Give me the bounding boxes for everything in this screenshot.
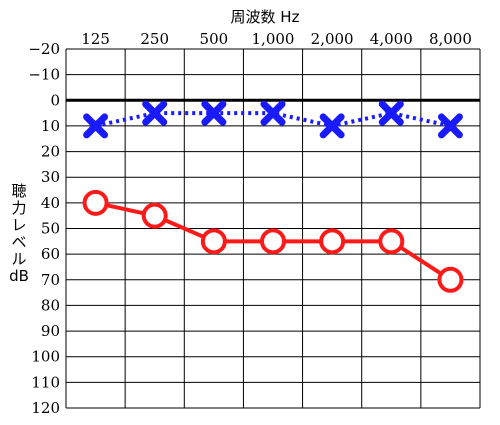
y-tick-label: 0 bbox=[50, 91, 60, 109]
y-axis-title-char: 聴 bbox=[11, 182, 26, 200]
y-tick-label: 40 bbox=[41, 194, 60, 212]
x-tick-label: 4,000 bbox=[370, 30, 413, 48]
x-marker bbox=[201, 100, 227, 126]
y-tick-label: 10 bbox=[41, 117, 60, 135]
o-marker bbox=[260, 228, 286, 255]
x-marker bbox=[319, 113, 345, 139]
y-axis-title-char: ベ bbox=[11, 233, 26, 251]
x-marker-stroke bbox=[201, 100, 227, 126]
x-marker-stroke bbox=[83, 113, 109, 139]
y-tick-label: 20 bbox=[41, 143, 60, 161]
y-tick-labels: −20 −10 0 10 20 30 40 50 60 70 80 90 100 110 120 bbox=[28, 40, 60, 417]
o-marker bbox=[82, 189, 109, 216]
o-marker bbox=[319, 228, 346, 255]
x-marker-stroke bbox=[260, 100, 286, 126]
y-tick-label: 80 bbox=[41, 296, 60, 314]
x-tick-label: 1,000 bbox=[252, 30, 295, 48]
x-marker-stroke bbox=[437, 113, 463, 139]
y-tick-label: 120 bbox=[31, 399, 60, 417]
o-marker bbox=[437, 266, 464, 293]
x-tick-label: 8,000 bbox=[429, 30, 472, 48]
series-group bbox=[82, 100, 464, 293]
x-marker-stroke bbox=[142, 100, 168, 126]
x-marker-stroke bbox=[378, 100, 404, 126]
y-axis-title-char: ル bbox=[11, 250, 26, 268]
y-tick-label: 90 bbox=[41, 322, 60, 340]
y-axis-title-char: 力 bbox=[11, 199, 26, 217]
y-tick-label: 100 bbox=[31, 348, 60, 366]
x-tick-label: 500 bbox=[200, 30, 229, 48]
y-tick-label: −10 bbox=[28, 66, 60, 84]
x-marker-stroke bbox=[319, 113, 345, 139]
x-marker bbox=[378, 100, 404, 126]
y-tick-label: 60 bbox=[41, 245, 60, 263]
x-marker bbox=[83, 113, 109, 139]
x-tick-labels: 125 250 500 1,000 2,000 4,000 8,000 bbox=[81, 30, 472, 48]
x-tick-label: 250 bbox=[140, 30, 169, 48]
y-axis-title-char: レ bbox=[11, 216, 26, 234]
x-tick-label: 2,000 bbox=[311, 30, 354, 48]
x-marker bbox=[260, 100, 286, 126]
y-tick-label: 30 bbox=[41, 168, 60, 186]
y-tick-label: −20 bbox=[28, 40, 60, 58]
y-axis-title-char: dB bbox=[9, 267, 29, 285]
y-tick-label: 70 bbox=[41, 271, 60, 289]
x-marker bbox=[437, 113, 463, 139]
x-marker bbox=[142, 100, 168, 126]
o-marker bbox=[141, 202, 168, 229]
y-tick-label: 50 bbox=[41, 220, 60, 238]
x-tick-label: 125 bbox=[81, 30, 110, 48]
y-tick-label: 110 bbox=[31, 373, 60, 391]
x-axis-title: 周波数 Hz bbox=[231, 8, 300, 26]
o-marker bbox=[378, 228, 405, 255]
o-marker bbox=[200, 228, 227, 255]
